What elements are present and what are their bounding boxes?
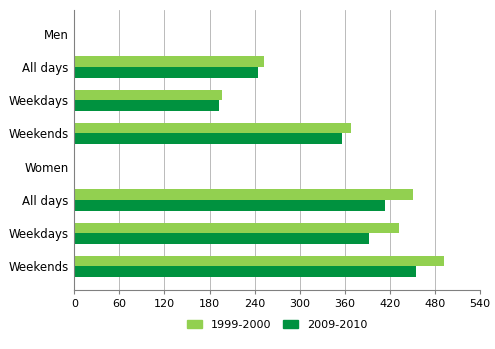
Bar (74, 233, 369, 244)
Bar (74, 100, 219, 111)
Bar (74, 200, 385, 210)
Bar (74, 256, 444, 266)
Bar (74, 90, 222, 100)
Bar (74, 223, 399, 233)
Bar (74, 189, 412, 200)
Bar (74, 133, 342, 144)
Bar (74, 56, 264, 67)
Legend: 1999-2000, 2009-2010: 1999-2000, 2009-2010 (182, 315, 372, 334)
Bar (74, 123, 351, 133)
Bar (74, 67, 258, 77)
Bar (74, 266, 415, 277)
